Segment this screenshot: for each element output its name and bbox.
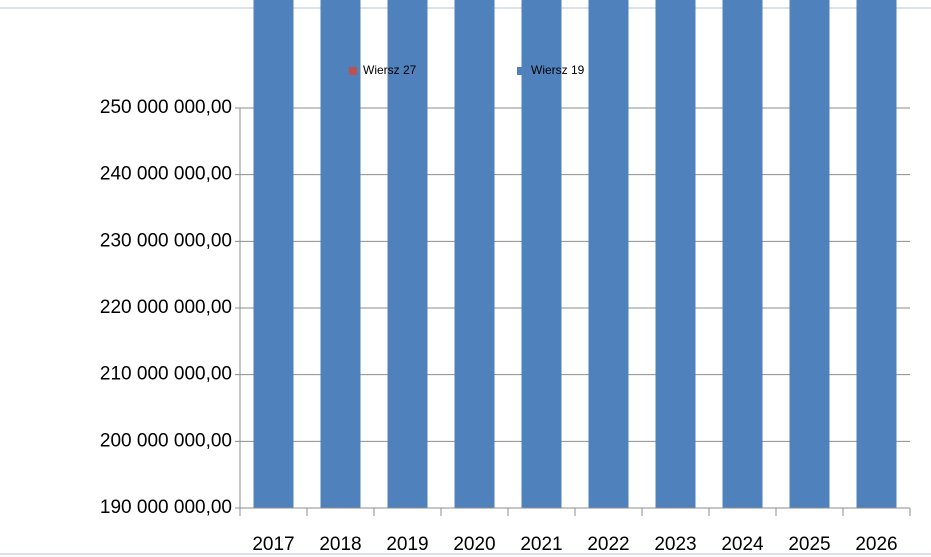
x-tick-label: 2020 — [453, 534, 495, 555]
y-tick-label: 220 000 000,00 — [100, 297, 232, 318]
bar-segment — [856, 0, 897, 509]
y-tick-label: 200 000 000,00 — [100, 430, 232, 451]
y-tick-label: 250 000 000,00 — [100, 97, 232, 118]
bar-segment — [588, 0, 629, 508]
bar-segment — [789, 0, 830, 508]
legend-label: Wiersz 19 — [531, 63, 585, 77]
x-tick-label: 2017 — [252, 534, 294, 555]
bar-segment — [655, 0, 696, 509]
y-tick-label: 240 000 000,00 — [100, 164, 232, 185]
x-tick-label: 2023 — [654, 534, 696, 555]
legend-label: Wiersz 27 — [363, 63, 417, 77]
bar-segment — [722, 0, 763, 508]
legend-swatch — [349, 67, 357, 75]
legend-swatch — [517, 67, 525, 75]
y-tick-label: 230 000 000,00 — [100, 230, 232, 251]
y-tick-label: 190 000 000,00 — [100, 497, 232, 518]
bar-segment — [521, 0, 562, 509]
bar-segment — [320, 0, 361, 508]
x-tick-label: 2024 — [721, 534, 764, 555]
x-tick-label: 2025 — [788, 534, 830, 555]
x-tick-label: 2021 — [520, 534, 562, 555]
x-tick-label: 2019 — [386, 534, 428, 555]
y-tick-label: 210 000 000,00 — [100, 364, 232, 385]
bar-segment — [253, 0, 294, 508]
bar-segment — [454, 0, 495, 509]
x-tick-label: 2018 — [319, 534, 361, 555]
x-tick-label: 2022 — [587, 534, 629, 555]
x-tick-label: 2026 — [855, 534, 897, 555]
bar-segment — [387, 0, 428, 508]
